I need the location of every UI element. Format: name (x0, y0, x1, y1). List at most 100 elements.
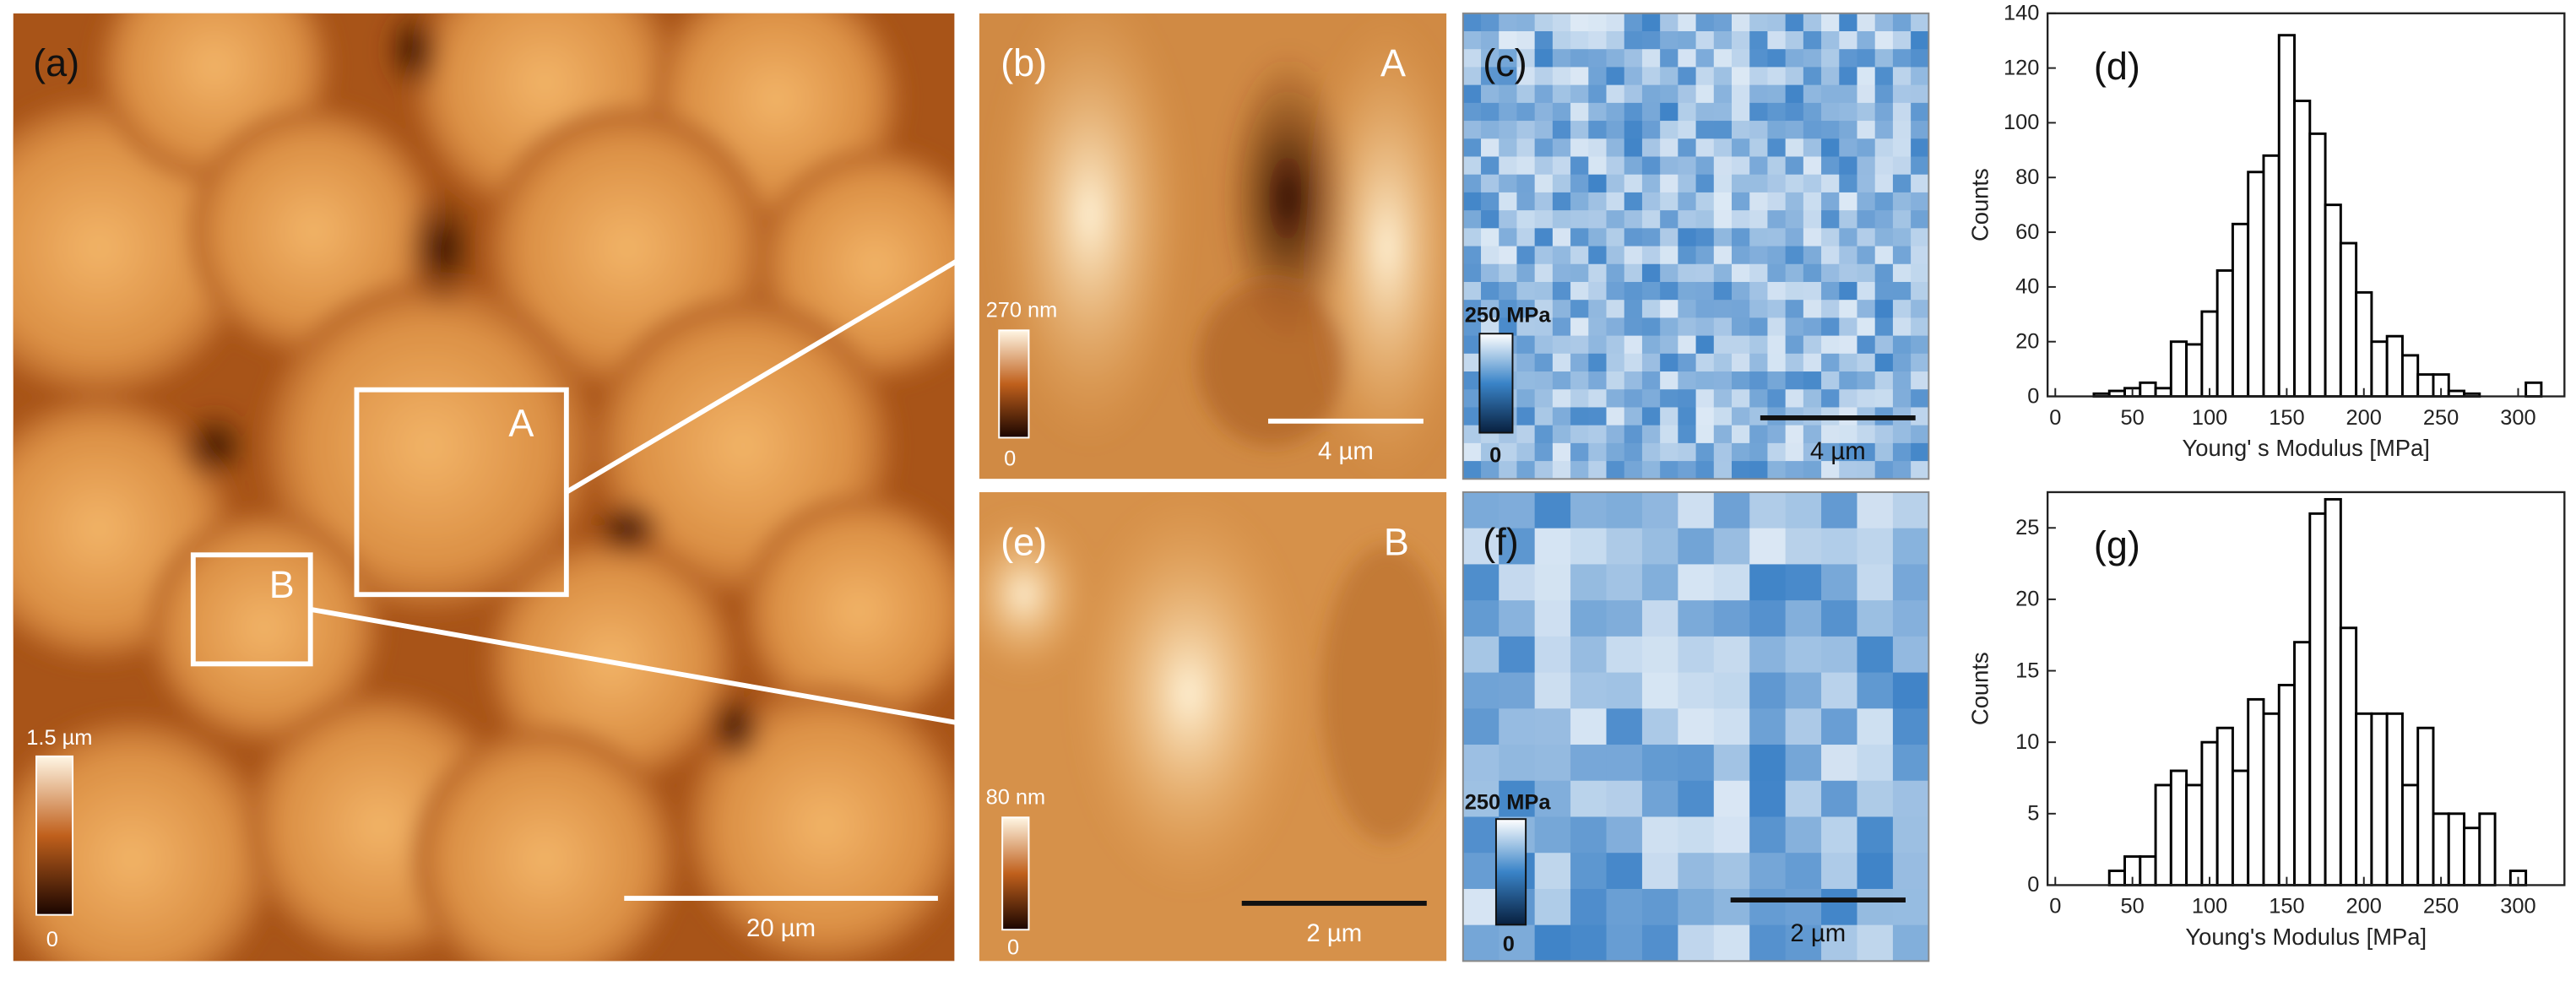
map-pixel (1678, 228, 1697, 247)
panel-label: (a) (33, 41, 79, 84)
histogram-bar (2370, 340, 2389, 398)
map-pixel (1641, 121, 1661, 139)
map-pixel (1803, 210, 1822, 229)
map-pixel (1713, 564, 1750, 601)
map-pixel (1857, 491, 1894, 529)
map-pixel (1570, 210, 1589, 229)
map-pixel (1641, 246, 1661, 265)
map-pixel (1606, 192, 1625, 211)
map-pixel (1552, 425, 1571, 444)
map-pixel (1499, 672, 1536, 709)
map-pixel (1552, 281, 1571, 301)
map-pixel (1857, 121, 1876, 139)
map-pixel (1713, 353, 1733, 372)
map-pixel (1695, 49, 1715, 68)
map-pixel (1732, 300, 1750, 318)
map-pixel (1462, 442, 1482, 462)
map-pixel (1534, 816, 1571, 854)
map-pixel (1892, 745, 1929, 782)
map-pixel (1462, 745, 1500, 782)
map-pixel (1839, 335, 1858, 355)
map-pixel (1821, 300, 1840, 318)
map-pixel (1641, 708, 1678, 745)
map-pixel (1713, 461, 1733, 480)
map-pixel (1874, 156, 1894, 176)
map-pixel (1857, 745, 1894, 782)
histogram-bar (2139, 855, 2157, 886)
map-pixel (1499, 600, 1536, 637)
map-pixel (1534, 600, 1571, 637)
map-pixel (1534, 888, 1571, 926)
map-pixel (1821, 138, 1840, 158)
map-pixel (1785, 353, 1804, 372)
map-pixel (1462, 174, 1482, 193)
map-pixel (1462, 335, 1482, 355)
y-tick-label: 0 (2027, 384, 2039, 408)
map-pixel (1481, 246, 1500, 265)
map-pixel (1678, 407, 1697, 426)
histogram-bar (2355, 712, 2373, 886)
map-pixel (1678, 389, 1697, 409)
map-pixel (1821, 425, 1840, 444)
map-pixel (1660, 138, 1678, 158)
colorbar-min: 0 (1004, 447, 1016, 471)
map-pixel (1641, 353, 1661, 372)
map-pixel (1749, 389, 1769, 409)
map-pixel (1803, 228, 1822, 247)
map-pixel (1641, 636, 1678, 674)
map-pixel (1839, 317, 1858, 337)
map-pixel (1785, 156, 1804, 176)
map-pixel (1785, 84, 1804, 104)
map-pixel (1499, 263, 1518, 283)
map-pixel (1732, 389, 1750, 409)
map-pixel (1678, 192, 1697, 211)
map-pixel (1678, 335, 1697, 355)
histogram-bar (2154, 387, 2172, 398)
map-pixel (1588, 228, 1608, 247)
map-pixel (1641, 888, 1678, 926)
map-pixel (1624, 228, 1643, 247)
x-axis-label: Young' s Modulus [MPa] (2183, 435, 2430, 461)
map-pixel (1839, 461, 1858, 480)
map-pixel (1874, 84, 1894, 104)
map-pixel (1481, 300, 1500, 318)
map-pixel (1695, 67, 1715, 86)
map-pixel (1821, 708, 1858, 745)
map-pixel (1839, 228, 1858, 247)
map-pixel (1606, 780, 1643, 818)
afm-image-e (979, 491, 1447, 962)
map-pixel (1857, 816, 1894, 854)
map-pixel (1749, 600, 1787, 637)
map-pixel (1785, 192, 1804, 211)
map-pixel (1911, 461, 1929, 480)
map-frame (1462, 12, 1930, 480)
map-pixel (1749, 816, 1787, 854)
map-pixel (1767, 13, 1787, 32)
map-pixel (1874, 49, 1894, 68)
histogram-bar (2308, 132, 2327, 398)
x-tick-label: 250 (2423, 895, 2459, 919)
map-pixel (1499, 317, 1518, 337)
map-pixel (1803, 461, 1822, 480)
map-pixel (1499, 156, 1518, 176)
map-pixel (1874, 317, 1894, 337)
map-pixel (1821, 924, 1858, 962)
region-label: B (269, 563, 295, 606)
map-pixel (1678, 281, 1697, 301)
map-pixel (1570, 780, 1608, 818)
map-pixel (1695, 138, 1715, 158)
map-pixel (1534, 924, 1571, 962)
map-pixel (1660, 102, 1678, 122)
map-pixel (1678, 84, 1697, 104)
map-pixel (1552, 210, 1571, 229)
map-pixel (1660, 371, 1678, 390)
map-pixel (1732, 210, 1750, 229)
map-pixel (1516, 192, 1536, 211)
map-pixel (1588, 335, 1608, 355)
map-pixel (1857, 924, 1894, 962)
map-pixel (1767, 67, 1787, 86)
map-pixel (1624, 121, 1643, 139)
map-pixel (1606, 210, 1625, 229)
map-pixel (1624, 263, 1643, 283)
map-pixel (1785, 780, 1822, 818)
